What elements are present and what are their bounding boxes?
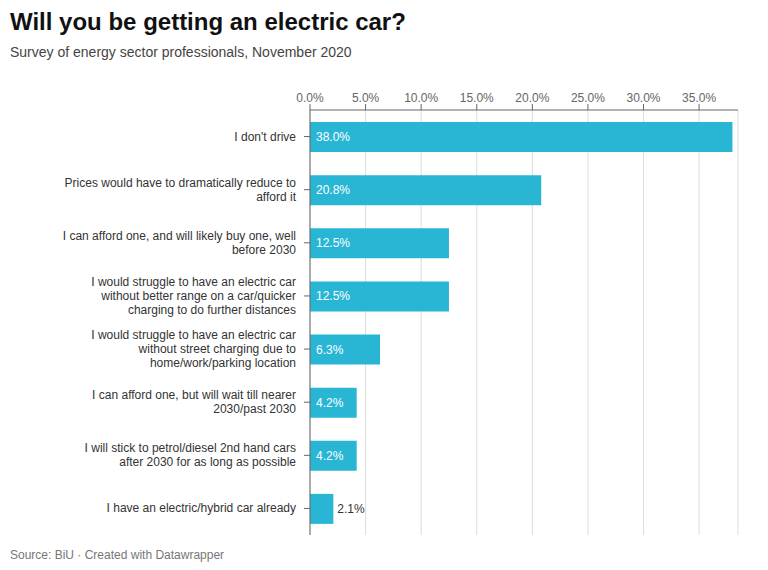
svg-text:35.0%: 35.0% — [682, 91, 716, 105]
html-text:Source: BiU · Created with Dat: Source: BiU · Created with Datawrapper — [10, 548, 225, 562]
svg-text:30.0%: 30.0% — [626, 91, 660, 105]
svg-text:6.3%: 6.3% — [316, 343, 344, 357]
svg-text:I would struggle to have an el: I would struggle to have an electric car… — [91, 328, 296, 370]
svg-text:20.8%: 20.8% — [316, 183, 350, 197]
svg-text:2.1%: 2.1% — [337, 502, 365, 516]
svg-text:I can afford one, but will wai: I can afford one, but will wait till nea… — [92, 388, 296, 416]
svg-text:12.5%: 12.5% — [316, 289, 350, 303]
html-text:Survey of energy sector profes: Survey of energy sector professionals, N… — [10, 44, 352, 60]
html-text:Will you be getting an electri: Will you be getting an electric car? — [10, 8, 406, 35]
svg-text:25.0%: 25.0% — [571, 91, 605, 105]
svg-text:0.0%: 0.0% — [296, 91, 324, 105]
svg-text:I would struggle to have an el: I would struggle to have an electric car… — [91, 275, 296, 317]
svg-text:I can afford one, and will lik: I can afford one, and will likely buy on… — [63, 229, 297, 257]
svg-text:I don't drive: I don't drive — [234, 130, 296, 144]
svg-text:I have an electric/hybrid car: I have an electric/hybrid car already — [107, 501, 296, 515]
svg-text:I will stick to petrol/diesel: I will stick to petrol/diesel 2nd hand c… — [85, 441, 297, 469]
svg-text:4.2%: 4.2% — [316, 449, 344, 463]
svg-text:4.2%: 4.2% — [316, 396, 344, 410]
svg-text:10.0%: 10.0% — [404, 91, 438, 105]
svg-text:12.5%: 12.5% — [316, 236, 350, 250]
svg-text:Prices would have to dramatica: Prices would have to dramatically reduce… — [65, 176, 297, 204]
svg-text:5.0%: 5.0% — [352, 91, 380, 105]
svg-text:20.0%: 20.0% — [515, 91, 549, 105]
svg-text:38.0%: 38.0% — [316, 130, 350, 144]
svg-text:15.0%: 15.0% — [460, 91, 494, 105]
